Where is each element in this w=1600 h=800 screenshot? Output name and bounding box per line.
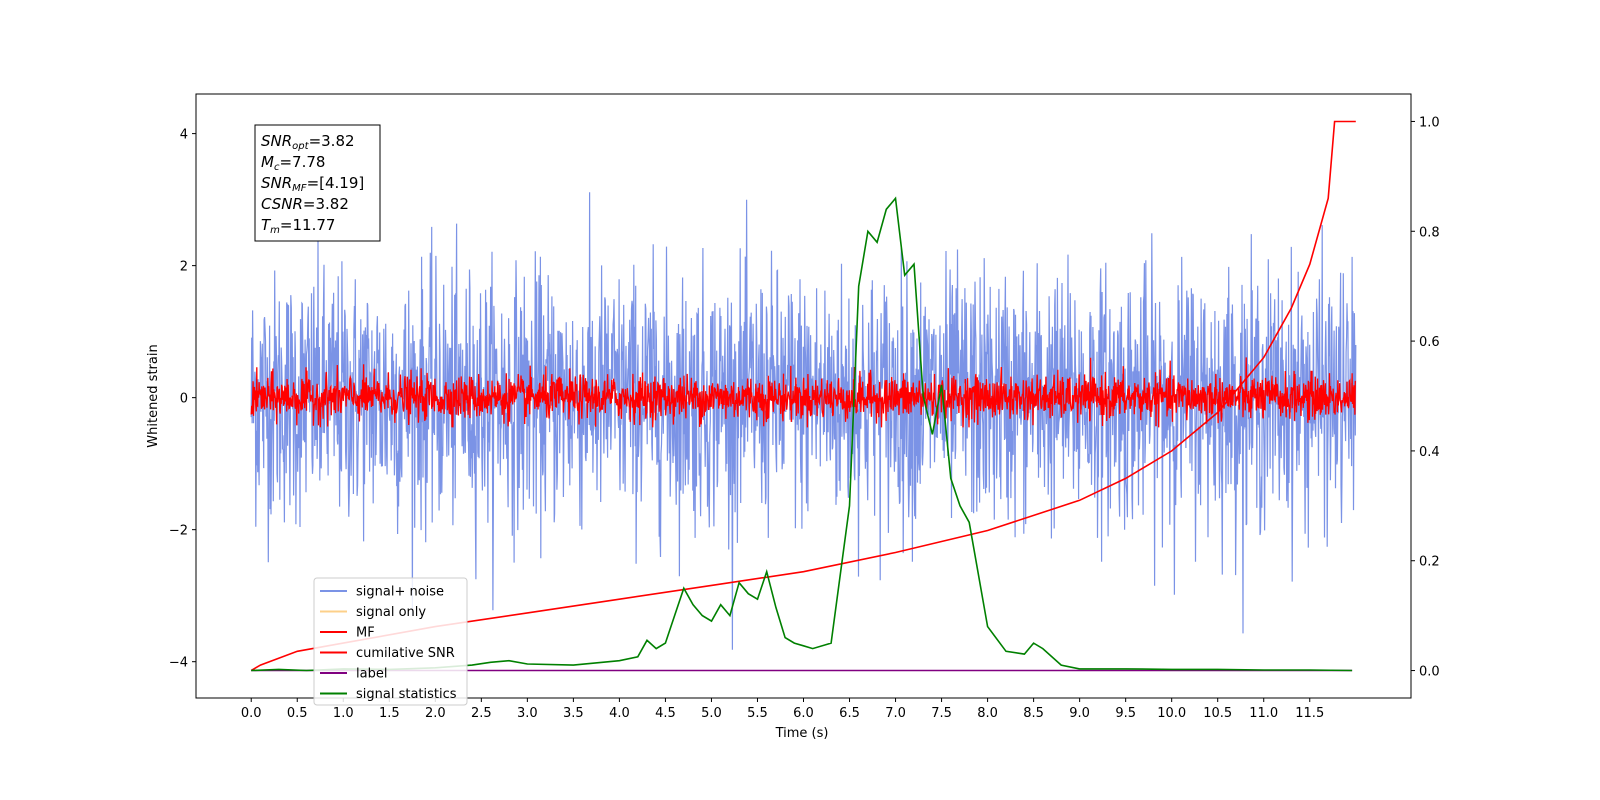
x-tick-label: 6.0 xyxy=(793,706,814,721)
x-tick-label: 4.0 xyxy=(609,706,630,721)
x-tick-label: 5.0 xyxy=(701,706,722,721)
y2-tick-label: 1.0 xyxy=(1419,115,1440,130)
axes-layer: 0.0 0.5 1.0 1.5 2.0 2.5 3.0 3.5 4.0 4.5 5.0 5.5 6.0 6… xyxy=(169,115,1440,721)
legend-label: label xyxy=(356,667,387,682)
x-tick-label: 5.5 xyxy=(747,706,768,721)
info-symbol: SNR xyxy=(261,132,292,150)
series-line-5 xyxy=(251,196,1353,672)
info-symbol: CSNR xyxy=(261,195,303,213)
x-tick-label: 11.0 xyxy=(1249,706,1278,721)
x-tick-label: 8.0 xyxy=(977,706,998,721)
legend: signal+ noise signal only MF cumilative SNR… xyxy=(313,577,468,706)
series-line-2 xyxy=(250,357,1357,428)
y-tick-label: −2 xyxy=(169,524,188,539)
x-tick-label: 10.0 xyxy=(1157,706,1186,721)
y2-tick-label: 0.6 xyxy=(1419,335,1440,350)
x-tick-label: 8.5 xyxy=(1023,706,1044,721)
info-value: =[4.19] xyxy=(307,174,365,192)
info-line: Tm=11.77 xyxy=(261,216,335,236)
x-tick-label: 11.5 xyxy=(1295,706,1324,721)
info-symbol: M xyxy=(261,153,274,171)
info-line: SNRMF=[4.19] xyxy=(261,174,364,194)
x-tick-label: 6.5 xyxy=(839,706,860,721)
y2-tick-label: 0.2 xyxy=(1419,555,1440,570)
x-tick-label: 7.5 xyxy=(931,706,952,721)
y2-tick-label: 0.8 xyxy=(1419,225,1440,240)
y2-tick-label: 0.4 xyxy=(1419,445,1440,460)
x-tick-label: 3.0 xyxy=(517,706,538,721)
x-tick-label: 9.0 xyxy=(1069,706,1090,721)
info-subscript: c xyxy=(274,162,280,173)
x-tick-label: 7.0 xyxy=(885,706,906,721)
info-symbol: SNR xyxy=(261,174,292,192)
y-tick-label: 0 xyxy=(180,392,188,407)
y-tick-label: 2 xyxy=(180,260,188,275)
x-tick-label: 10.5 xyxy=(1203,706,1232,721)
info-line: SNRopt=3.82 xyxy=(261,132,355,152)
info-subscript: MF xyxy=(292,183,307,194)
x-tick-label: 3.5 xyxy=(563,706,584,721)
info-value: =3.82 xyxy=(303,195,349,213)
legend-label: signal+ noise xyxy=(356,585,444,600)
y-tick-label: 4 xyxy=(180,128,188,143)
info-line: Mc=7.78 xyxy=(261,153,325,173)
info-symbol: T xyxy=(261,216,272,234)
y-axis-label: Whitened strain xyxy=(146,344,161,447)
x-tick-label: 0.0 xyxy=(241,706,262,721)
legend-label: cumilative SNR xyxy=(356,646,455,661)
x-tick-label: 2.0 xyxy=(425,706,446,721)
x-axis-label: Time (s) xyxy=(775,726,829,741)
x-tick-label: 1.5 xyxy=(379,706,400,721)
x-tick-label: 0.5 xyxy=(287,706,308,721)
info-box-frame xyxy=(254,124,381,242)
info-box: SNRopt=3.82Mc=7.78SNRMF=[4.19]CSNR=3.82T… xyxy=(254,124,381,242)
x-tick-label: 1.0 xyxy=(333,706,354,721)
legend-frame xyxy=(313,577,468,706)
info-subscript: m xyxy=(270,225,280,236)
x-tick-label: 4.5 xyxy=(655,706,676,721)
legend-label: signal statistics xyxy=(356,687,457,702)
info-value: =7.78 xyxy=(279,153,325,171)
info-line: CSNR=3.82 xyxy=(261,195,349,213)
info-value: =3.82 xyxy=(309,132,355,150)
y-tick-label: −4 xyxy=(169,656,188,671)
legend-label: MF xyxy=(356,626,375,641)
y2-tick-label: 0.0 xyxy=(1419,665,1440,680)
x-tick-label: 2.5 xyxy=(471,706,492,721)
legend-label: signal only xyxy=(356,605,426,620)
info-value: =11.77 xyxy=(280,216,336,234)
x-tick-label: 9.5 xyxy=(1115,706,1136,721)
info-subscript: opt xyxy=(292,141,309,152)
